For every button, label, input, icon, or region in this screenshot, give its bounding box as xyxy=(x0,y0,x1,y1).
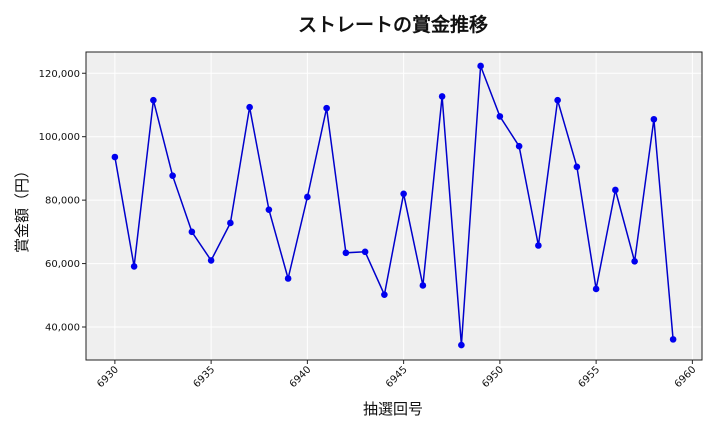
data-point xyxy=(573,163,581,171)
data-point xyxy=(669,336,677,343)
y-tick-label: 120,000 xyxy=(39,69,80,80)
data-point xyxy=(631,258,638,265)
data-point xyxy=(515,142,523,150)
data-point xyxy=(304,193,311,201)
data-point xyxy=(400,190,407,198)
data-point xyxy=(169,172,176,180)
chart-title: ストレートの賞金推移 xyxy=(298,13,488,36)
data-point xyxy=(207,257,215,264)
data-points xyxy=(111,62,677,349)
data-point xyxy=(265,206,273,213)
x-tick-label: 6955 xyxy=(576,364,602,390)
x-tick-label: 6950 xyxy=(480,364,506,390)
data-point xyxy=(323,104,330,112)
data-point xyxy=(592,285,600,293)
data-point xyxy=(188,228,196,236)
y-axis-label: 賞金額（円） xyxy=(13,163,31,253)
plot-frame xyxy=(85,51,703,361)
data-point xyxy=(284,275,292,282)
y-tick-label: 40,000 xyxy=(45,323,80,334)
data-point xyxy=(477,62,484,70)
data-point xyxy=(246,103,253,111)
data-point xyxy=(650,115,658,123)
data-point xyxy=(361,248,369,256)
series-line xyxy=(114,65,674,346)
data-point xyxy=(419,282,427,289)
data-point xyxy=(111,153,119,161)
x-axis-label: 抽選回号 xyxy=(363,400,423,418)
data-point xyxy=(438,93,446,100)
plot-area xyxy=(86,52,702,360)
data-point xyxy=(381,291,388,298)
x-tick-label: 6930 xyxy=(95,364,121,390)
data-point xyxy=(612,186,619,194)
data-point xyxy=(130,263,138,270)
y-tick-label: 80,000 xyxy=(45,196,80,207)
data-point xyxy=(227,219,234,227)
data-point xyxy=(535,242,542,249)
y-axis: 40,000 60,000 80,000 100,000 120,000 xyxy=(39,69,86,334)
data-point xyxy=(342,249,350,257)
x-tick-label: 6940 xyxy=(288,364,314,390)
y-tick-label: 60,000 xyxy=(45,259,80,270)
x-tick-label: 6960 xyxy=(673,364,699,390)
grid xyxy=(86,52,702,360)
data-point xyxy=(554,96,561,104)
data-point xyxy=(496,113,504,120)
x-tick-label: 6935 xyxy=(191,364,217,390)
x-axis: 6930 6935 6940 6945 6950 6955 6960 xyxy=(95,360,698,390)
data-point xyxy=(150,96,157,104)
y-tick-label: 100,000 xyxy=(39,132,80,143)
data-point xyxy=(458,341,465,349)
x-tick-label: 6945 xyxy=(384,364,410,390)
